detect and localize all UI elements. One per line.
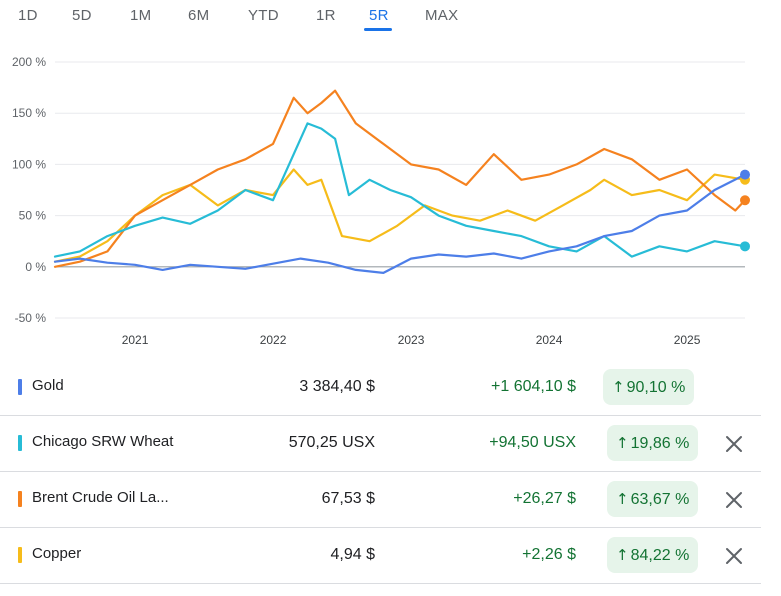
percent-value: 19,86 % [630,435,690,452]
percent-change-badge: ↑ 63,67 % [607,481,699,517]
y-tick-label: 0 % [25,260,46,274]
series-line-brent-crude-oil-last-day-financial [53,89,747,268]
y-tick-label: 100 % [12,157,46,171]
arrow-up-icon: ↑ [616,434,629,452]
series-lines [53,89,747,274]
tab-5r[interactable]: 5R [369,7,389,24]
row-price: 570,25 USX [288,434,375,451]
row-price: 67,53 $ [321,490,375,507]
row-name: Brent Crude Oil La... [32,489,169,506]
y-axis-labels: 200 % 150 % 100 % 50 % 0 % -50 % [12,55,46,325]
end-dot-gold [740,169,750,180]
performance-chart[interactable]: 200 % 150 % 100 % 50 % 0 % -50 % 2021 2022 2023… [0,40,781,355]
table-row[interactable]: Brent Crude Oil La... 67,53 $ +26,27 $ ↑ 63,… [0,472,761,528]
row-change: +94,50 USX [489,434,576,451]
series-line-gold [53,173,747,274]
row-name: Gold [32,377,64,394]
table-row[interactable]: Gold 3 384,40 $ +1 604,10 $ ↑ 90,10 % [0,360,761,416]
series-line-chicago-srw-wheat [53,122,747,258]
comparison-table: Gold 3 384,40 $ +1 604,10 $ ↑ 90,10 % Chicago… [0,360,761,584]
tab-1r[interactable]: 1R [316,7,336,24]
y-tick-label: 50 % [19,209,47,223]
series-color-swatch [18,435,22,451]
arrow-up-icon: ↑ [616,546,629,564]
row-change: +26,27 $ [513,490,576,507]
tab-max[interactable]: MAX [425,7,459,24]
row-price: 4,94 $ [330,546,375,563]
x-axis-labels: 2021 2022 2023 2024 2025 [122,333,701,347]
tab-ytd[interactable]: YTD [248,7,279,24]
series-color-swatch [18,547,22,563]
row-price: 3 384,40 $ [299,378,375,395]
percent-value: 63,67 % [630,491,690,508]
series-color-swatch [18,491,22,507]
end-dot-chicago-srw-wheat [740,241,750,252]
percent-change-badge: ↑ 90,10 % [603,369,695,405]
row-change: +2,26 $ [522,546,576,563]
time-range-tabs: 1D 5D 1M 6M YTD 1R 5R MAX [0,0,781,34]
row-name: Chicago SRW Wheat [32,433,174,450]
percent-change-badge: ↑ 19,86 % [607,425,699,461]
series-end-dots [740,169,750,252]
close-icon[interactable] [723,433,745,455]
tab-5d[interactable]: 5D [72,7,92,24]
row-name: Copper [32,545,82,562]
arrow-up-icon: ↑ [612,378,625,396]
x-tick-label: 2025 [674,333,701,347]
y-tick-label: 200 % [12,55,46,69]
y-tick-label: -50 % [15,311,47,325]
table-row[interactable]: Copper 4,94 $ +2,26 $ ↑ 84,22 % [0,528,761,584]
end-dot-brent-crude-oil-last-day-financial [740,195,750,206]
table-row[interactable]: Chicago SRW Wheat 570,25 USX +94,50 USX ↑ 19… [0,416,761,472]
y-grid [55,61,745,319]
tab-6m[interactable]: 6M [188,7,210,24]
active-tab-underline [364,28,392,31]
close-icon[interactable] [723,489,745,511]
x-tick-label: 2024 [536,333,563,347]
tab-1m[interactable]: 1M [130,7,152,24]
y-tick-label: 150 % [12,106,46,120]
series-color-swatch [18,379,22,395]
series-line-copper [53,168,747,263]
row-change: +1 604,10 $ [491,378,576,395]
percent-value: 90,10 % [626,379,686,396]
tab-1d[interactable]: 1D [18,7,38,24]
percent-value: 84,22 % [630,547,690,564]
x-tick-label: 2023 [398,333,425,347]
close-icon[interactable] [723,545,745,567]
arrow-up-icon: ↑ [616,490,629,508]
x-tick-label: 2022 [260,333,287,347]
x-tick-label: 2021 [122,333,149,347]
percent-change-badge: ↑ 84,22 % [607,537,699,573]
